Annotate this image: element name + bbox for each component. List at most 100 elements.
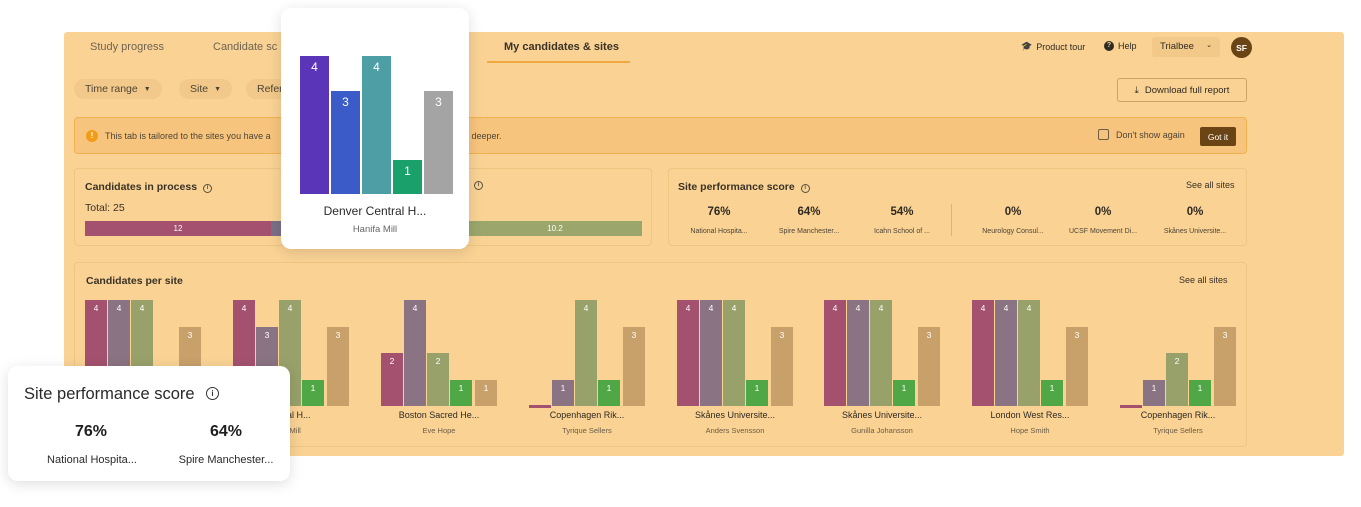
site-bar[interactable]: 3 [771, 326, 793, 406]
divider [951, 204, 952, 236]
site-bar[interactable]: 1 [450, 379, 472, 406]
info-icon: ! [86, 130, 98, 142]
site-bar[interactable]: 4 [847, 300, 869, 406]
site-bar[interactable]: 3 [1066, 326, 1088, 406]
site-person: Gunilla Johansson [851, 426, 913, 435]
score-value: 76% [707, 206, 731, 218]
site-bar[interactable]: 4 [404, 300, 426, 406]
tab-candidate-score[interactable]: Candidate sc [213, 41, 278, 53]
score-label: Neurology Consul... [982, 228, 1044, 235]
site-name: entral H... [271, 410, 311, 420]
site-bar[interactable]: 2 [1166, 353, 1188, 406]
site-bar[interactable]: 4 [870, 300, 892, 406]
dont-show-label: Don't show again [1116, 129, 1185, 140]
info-icon[interactable]: i [800, 184, 810, 193]
site-bar[interactable]: 1 [475, 379, 497, 406]
score-label: Spire Manchester... [778, 228, 840, 235]
dont-show-again-checkbox[interactable]: Don't show again [1098, 129, 1185, 140]
site-name: Skånes Universite... [841, 410, 923, 420]
download-icon: ⤓ [1134, 84, 1139, 96]
popup-site-name: Denver Central H... [323, 204, 427, 218]
time-range-filter[interactable]: Time range ▼ [74, 79, 162, 99]
site-bar[interactable]: 4 [824, 300, 846, 406]
info-icon[interactable]: i [474, 181, 483, 190]
site-bar[interactable]: 1 [893, 379, 915, 406]
time-range-label: Time range [85, 83, 138, 95]
site-person: Hope Smith [1010, 426, 1050, 435]
site-bar[interactable]: 1 [598, 379, 620, 406]
site-filter[interactable]: Site ▼ [179, 79, 233, 99]
score-label: National Hospita... [690, 228, 748, 235]
popup-person-name: Hanifa Mill [352, 224, 398, 235]
see-all-sites-link[interactable]: See all sites [1179, 275, 1228, 285]
score-label: Icahn School of ... [873, 228, 931, 235]
site-person: Anders Svensson [705, 426, 765, 435]
help-button[interactable]: ? Help [1104, 41, 1137, 51]
avatar[interactable]: SF [1231, 37, 1252, 58]
candidates-per-site-title: Candidates per site [86, 275, 183, 287]
site-bar[interactable]: 1 [1041, 379, 1063, 406]
site-bar[interactable]: 2 [381, 353, 403, 406]
tab-my-candidates-sites[interactable]: My candidates & sites [504, 41, 619, 53]
popup-bar[interactable]: 1 [393, 159, 422, 194]
score-label: National Hospita... [47, 454, 137, 466]
account-dropdown[interactable]: Trialbee ⌄ [1152, 37, 1220, 57]
site-bar[interactable]: 3 [623, 326, 645, 406]
download-report-button[interactable]: ⤓ Download full report [1117, 78, 1247, 102]
got-it-button[interactable]: Got it [1200, 127, 1236, 146]
candidates-in-process-title: Candidates in process i [85, 181, 213, 193]
site-person: Eve Hope [422, 426, 456, 435]
stacked-segment[interactable]: 12 [85, 221, 271, 236]
info-banner: ! This tab is tailored to the sites you … [74, 117, 1247, 154]
site-bar[interactable]: 3 [1214, 326, 1236, 406]
site-bar[interactable]: 1 [552, 379, 574, 406]
product-tour-label: Product tour [1036, 41, 1086, 52]
site-name: Copenhagen Rik... [1140, 410, 1216, 420]
site-bar[interactable]: 4 [995, 300, 1017, 406]
site-bar[interactable]: 3 [918, 326, 940, 406]
checkbox[interactable] [1098, 129, 1109, 140]
score-value: 0% [1004, 206, 1022, 218]
site-bar[interactable]: 4 [677, 300, 699, 406]
banner-text-end: e deeper. [464, 131, 502, 141]
caret-down-icon: ▼ [214, 85, 222, 93]
site-bar[interactable]: 1 [1189, 379, 1211, 406]
site-bar[interactable]: 4 [575, 300, 597, 406]
site-bar[interactable]: 1 [1143, 379, 1165, 406]
banner-text: This tab is tailored to the sites you ha… [105, 131, 271, 141]
site-bar[interactable] [529, 405, 551, 408]
popup-bar[interactable]: 4 [362, 56, 391, 194]
candidates-total: Total: 25 [85, 202, 125, 214]
site-bar[interactable]: 3 [327, 326, 349, 406]
site-bar[interactable]: 2 [427, 353, 449, 406]
average-bar[interactable]: 10.2 [468, 221, 642, 236]
active-tab-indicator [487, 61, 630, 63]
info-icon[interactable]: i [206, 387, 219, 400]
score-label: Spire Manchester... [178, 454, 274, 466]
popup-bar[interactable]: 4 [300, 56, 329, 194]
site-bar[interactable]: 4 [972, 300, 994, 406]
site-person: fa Mill [281, 426, 301, 435]
score-value: 64% [209, 423, 243, 440]
info-icon[interactable]: i [203, 184, 213, 193]
popup-bar[interactable]: 3 [424, 90, 453, 194]
score-value: 0% [1186, 206, 1204, 218]
site-bar[interactable]: 4 [1018, 300, 1040, 406]
popup-bar[interactable]: 3 [331, 90, 360, 194]
score-label: UCSF Movement Di... [1068, 228, 1138, 235]
tab-study-progress[interactable]: Study progress [90, 41, 164, 53]
score-value: 76% [74, 423, 108, 440]
site-name: Copenhagen Rik... [549, 410, 625, 420]
site-bar[interactable]: 1 [746, 379, 768, 406]
site-bar[interactable] [1120, 405, 1142, 408]
site-performance-card [668, 168, 1247, 246]
stacked-segment[interactable] [271, 221, 281, 236]
site-bar[interactable]: 4 [723, 300, 745, 406]
see-all-sites-link[interactable]: See all sites [1186, 180, 1235, 190]
site-filter-label: Site [190, 83, 209, 95]
site-performance-floating-card: Site performance score i 76% National Ho… [8, 366, 290, 481]
site-bar[interactable]: 4 [700, 300, 722, 406]
site-bar[interactable]: 1 [302, 379, 324, 406]
product-tour-button[interactable]: 🎓 Product tour [1021, 41, 1085, 52]
